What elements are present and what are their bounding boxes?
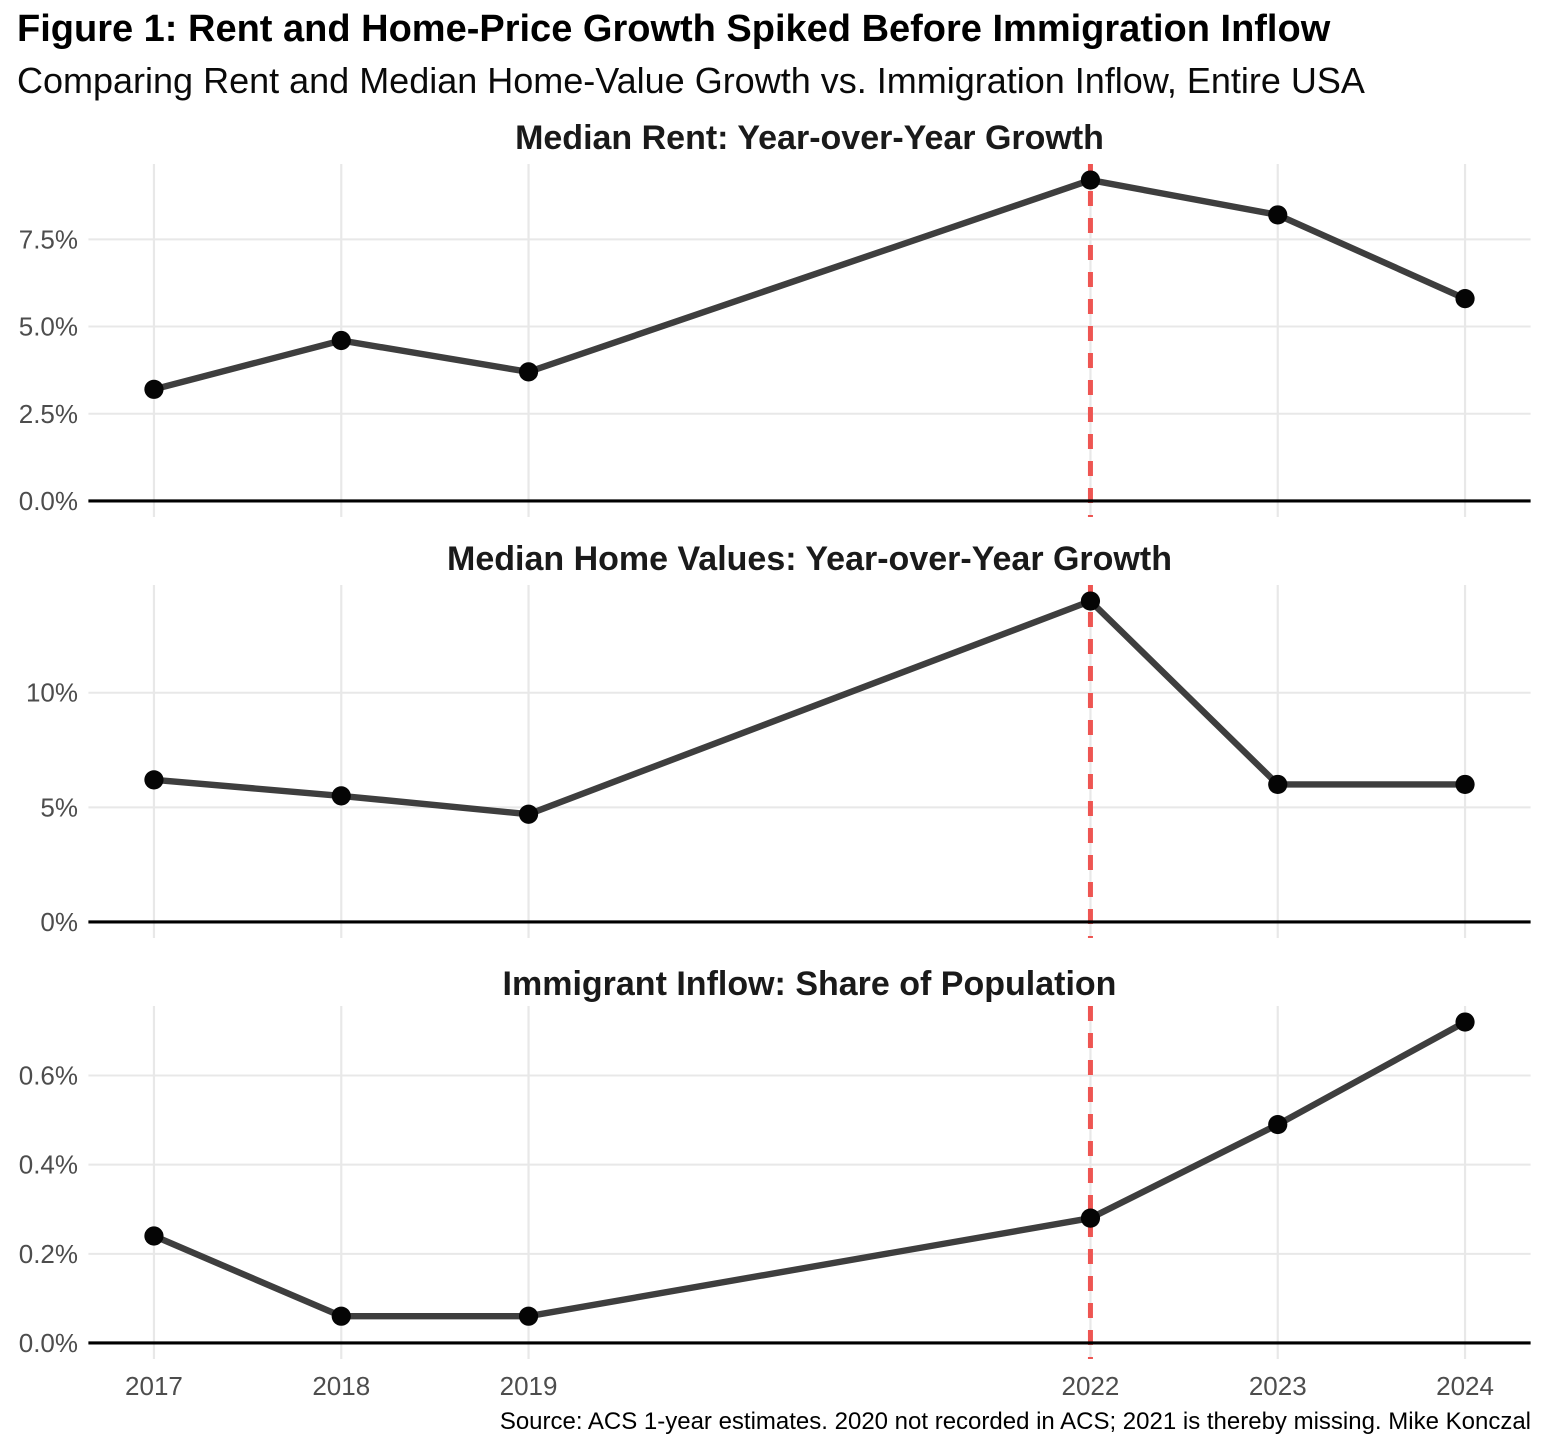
x-tick-label: 2024 bbox=[1436, 1371, 1494, 1401]
panel-title-home-values: Median Home Values: Year-over-Year Growt… bbox=[447, 540, 1172, 578]
y-tick-label: 0.2% bbox=[19, 1239, 78, 1269]
trend-line bbox=[153, 176, 1467, 393]
y-tick-label: 2.5% bbox=[19, 399, 78, 429]
data-point bbox=[1455, 289, 1475, 309]
x-tick-label: 2022 bbox=[1061, 1371, 1120, 1401]
immigrant-inflow-chart: 0.0% 0.2% 0.4% 0.6% bbox=[19, 1006, 1531, 1359]
data-point bbox=[1080, 591, 1101, 611]
data-point bbox=[144, 1226, 164, 1246]
x-tick-label: 2017 bbox=[125, 1371, 183, 1401]
median-rent-chart: 0.0% 2.5% 5.0% 7.5% bbox=[19, 164, 1531, 517]
data-point bbox=[1268, 205, 1288, 225]
trend-line bbox=[152, 1019, 1467, 1320]
figure-subtitle: Comparing Rent and Median Home-Value Gro… bbox=[17, 60, 1365, 101]
data-point bbox=[331, 1306, 351, 1326]
y-tick-label: 0.0% bbox=[19, 486, 78, 516]
source-caption: Source: ACS 1-year estimates. 2020 not r… bbox=[499, 1408, 1531, 1435]
y-tick-label: 0% bbox=[40, 907, 78, 937]
data-point bbox=[1455, 1012, 1475, 1032]
data-point bbox=[1080, 1208, 1101, 1228]
data-point bbox=[518, 362, 539, 382]
data-point bbox=[144, 770, 164, 790]
y-tick-label: 7.5% bbox=[19, 224, 78, 254]
data-point bbox=[518, 804, 539, 824]
figure-title: Figure 1: Rent and Home-Price Growth Spi… bbox=[17, 8, 1331, 50]
y-tick-label: 0.0% bbox=[19, 1328, 78, 1358]
data-point bbox=[1268, 1114, 1288, 1135]
data-point bbox=[518, 1306, 539, 1326]
data-point bbox=[1455, 774, 1475, 795]
y-tick-label: 5% bbox=[40, 792, 78, 822]
y-tick-label: 0.6% bbox=[19, 1061, 78, 1091]
panel-title-median-rent: Median Rent: Year-over-Year Growth bbox=[515, 119, 1104, 157]
y-tick-label: 5.0% bbox=[19, 312, 78, 342]
x-tick-label: 2019 bbox=[499, 1371, 558, 1401]
data-point bbox=[331, 330, 351, 351]
x-tick-label: 2023 bbox=[1248, 1371, 1307, 1401]
y-tick-label: 0.4% bbox=[19, 1150, 78, 1180]
data-point bbox=[144, 379, 164, 399]
y-tick-label: 10% bbox=[26, 678, 78, 708]
home-values-chart: 0% 5% 10% bbox=[26, 585, 1531, 938]
trend-line bbox=[153, 597, 1466, 818]
x-tick-label: 2018 bbox=[312, 1371, 371, 1401]
data-point bbox=[331, 786, 351, 806]
panel-title-immigrant-inflow: Immigrant Inflow: Share of Population bbox=[502, 965, 1117, 1003]
data-point bbox=[1080, 170, 1101, 190]
data-point bbox=[1268, 774, 1288, 795]
